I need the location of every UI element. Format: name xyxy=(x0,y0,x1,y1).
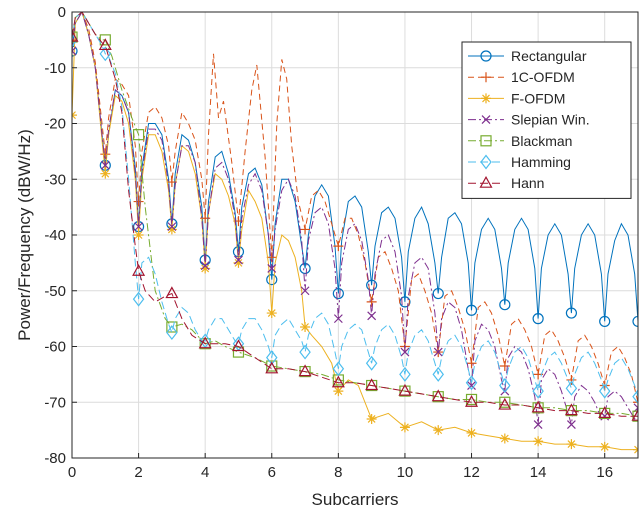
data-point-marker xyxy=(267,308,277,318)
x-tick-label: 14 xyxy=(530,464,547,481)
x-axis-label: Subcarriers xyxy=(312,490,399,509)
legend-label: Hamming xyxy=(511,154,571,170)
legend: Rectangular 1C-OFDM F-OFDM Slepian Win. Blac… xyxy=(462,42,631,198)
data-point-marker xyxy=(333,386,343,396)
data-point-marker xyxy=(134,230,144,240)
data-point-marker xyxy=(566,439,576,449)
data-point-marker xyxy=(467,428,477,438)
legend-label: Hann xyxy=(511,175,544,191)
y-tick-label: -50 xyxy=(44,283,66,300)
x-tick-label: 10 xyxy=(397,464,414,481)
legend-label: Slepian Win. xyxy=(511,112,590,128)
data-point-marker xyxy=(533,436,543,446)
legend-label: F-OFDM xyxy=(511,90,565,106)
y-tick-label: -80 xyxy=(44,450,66,467)
legend-marker xyxy=(481,93,491,103)
x-tick-label: 0 xyxy=(68,464,76,481)
data-point-marker xyxy=(433,425,443,435)
y-tick-label: 0 xyxy=(58,4,66,21)
y-tick-label: -40 xyxy=(44,227,66,244)
y-axis-label: Power/Frequency (dBW/Hz) xyxy=(15,129,34,341)
data-point-marker xyxy=(300,322,310,332)
legend-label: 1C-OFDM xyxy=(511,69,575,85)
data-point-marker xyxy=(100,169,110,179)
y-tick-label: -10 xyxy=(44,60,66,77)
data-point-marker xyxy=(400,422,410,432)
legend-label: Rectangular xyxy=(511,48,587,64)
x-tick-label: 6 xyxy=(268,464,276,481)
x-tick-label: 8 xyxy=(334,464,342,481)
y-tick-label: -70 xyxy=(44,394,66,411)
y-tick-label: -20 xyxy=(44,116,66,133)
y-tick-label: -60 xyxy=(44,339,66,356)
x-tick-label: 4 xyxy=(201,464,209,481)
x-tick-label: 12 xyxy=(463,464,480,481)
data-point-marker xyxy=(500,433,510,443)
legend-label: Blackman xyxy=(511,133,572,149)
data-point-marker xyxy=(367,414,377,424)
y-tick-label: -30 xyxy=(44,171,66,188)
x-tick-label: 16 xyxy=(596,464,613,481)
x-tick-label: 2 xyxy=(134,464,142,481)
data-point-marker xyxy=(600,442,610,452)
